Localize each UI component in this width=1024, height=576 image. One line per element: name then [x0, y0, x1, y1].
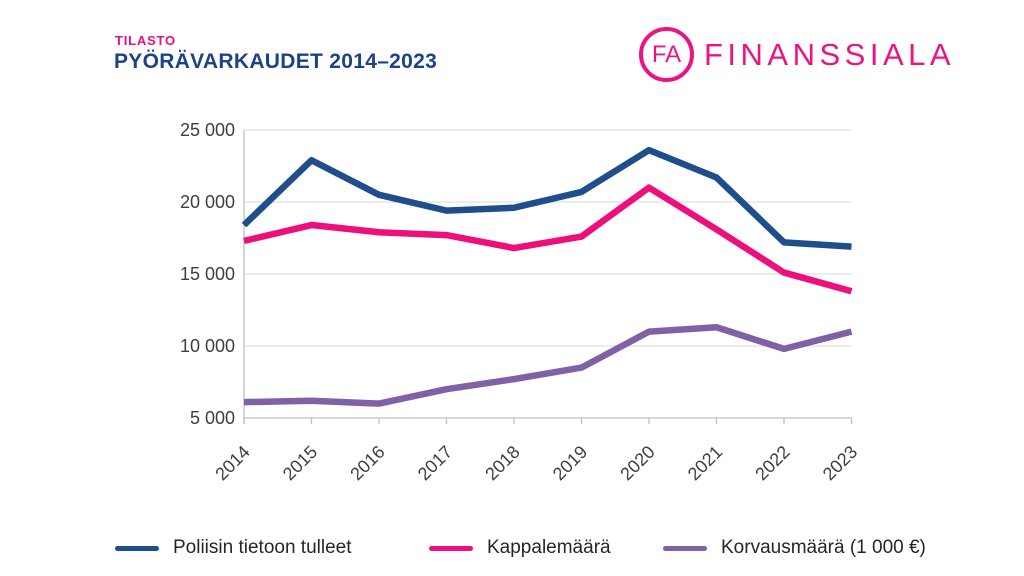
- x-tick-label: 2020: [616, 442, 658, 484]
- legend: Poliisin tietoon tulleet Kappalemäärä Korv…: [115, 536, 1024, 560]
- fa-monogram-icon: FA: [639, 27, 694, 82]
- page-title: PYÖRÄVARKAUDET 2014–2023: [114, 50, 438, 73]
- finanssiala-logo: FA FINANSSIALA: [639, 27, 955, 82]
- kicker-label: TILASTO: [115, 33, 176, 48]
- legend-item-1: Kappalemäärä: [429, 536, 663, 560]
- legend-swatch-icon: [429, 545, 473, 551]
- y-tick-label: 15 000: [180, 264, 235, 284]
- x-tick-label: 2015: [279, 442, 321, 484]
- legend-item-0: Poliisin tietoon tulleet: [115, 536, 429, 560]
- x-tick-label: 2019: [549, 442, 591, 484]
- y-tick-label: 20 000: [180, 192, 235, 212]
- legend-item-2: Korvausmäärä (1 000 €): [663, 536, 926, 560]
- series-line-0: [241, 146, 852, 250]
- y-tick-label: 10 000: [180, 336, 235, 356]
- series-line-1: [243, 184, 853, 295]
- x-tick-label: 2021: [684, 442, 726, 484]
- legend-label: Kappalemäärä: [487, 537, 611, 558]
- legend-swatch-icon: [663, 545, 707, 551]
- fa-monogram-text: FA: [651, 40, 682, 68]
- x-tick-label: 2017: [414, 442, 456, 484]
- y-tick-label: 5 000: [190, 408, 235, 428]
- line-chart: 5 000 10 000 15 000 20 000 25 000 2014 2015 201…: [180, 120, 861, 484]
- logo-brand-text: FINANSSIALA: [704, 36, 956, 72]
- legend-swatch-icon: [115, 545, 159, 551]
- x-tick-label: 2023: [819, 442, 861, 484]
- x-tick-label: 2018: [481, 442, 523, 484]
- x-tick-label: 2022: [751, 442, 793, 484]
- legend-label: Korvausmäärä (1 000 €): [721, 537, 926, 558]
- x-tick-label: 2016: [346, 442, 388, 484]
- series-line-2: [243, 324, 853, 407]
- y-tick-label: 25 000: [180, 120, 235, 140]
- x-tick-label: 2014: [211, 442, 253, 484]
- legend-label: Poliisin tietoon tulleet: [173, 537, 352, 558]
